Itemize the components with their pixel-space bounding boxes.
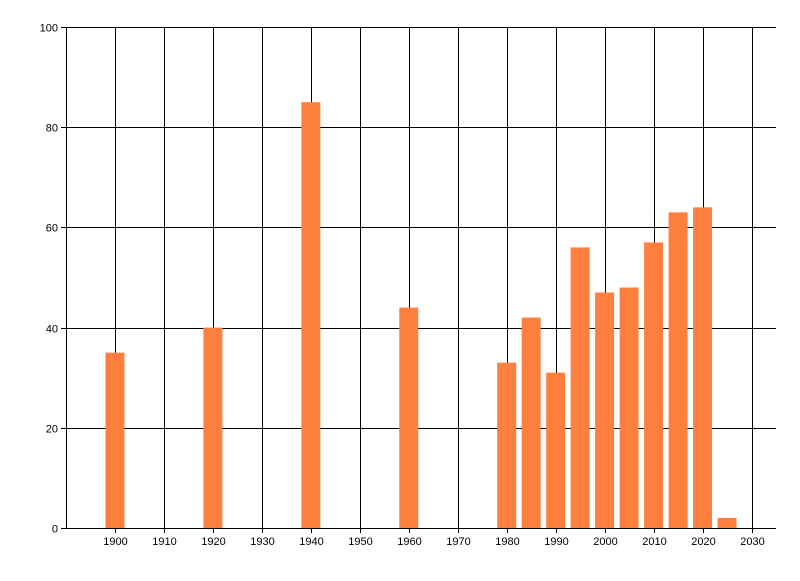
bar-2010 [644,242,664,528]
y-tick-label-60: 60 [46,223,58,235]
bar-1940 [301,102,321,529]
y-tick-label-100: 100 [40,23,58,35]
bar-2015 [668,212,688,528]
x-tick-label-2000: 2000 [593,536,617,548]
bar-1920 [203,327,223,528]
x-tick-label-1940: 1940 [299,536,323,548]
axes [61,27,776,533]
x-tick-label-1930: 1930 [250,536,274,548]
bar-1990 [546,372,566,528]
x-tick-label-1920: 1920 [201,536,225,548]
bar-1900 [105,352,125,528]
x-tick-label-1900: 1900 [103,536,127,548]
bar-1985 [521,317,541,528]
x-tick-labels: 1900 1910 1920 1930 1940 1950 1960 1970 1980 1990… [103,536,764,548]
bar-2005 [619,287,639,528]
y-tick-labels: 0 20 40 60 80 100 [40,23,58,536]
y-tick-label-40: 40 [46,324,58,336]
y-tick-label-0: 0 [52,524,58,536]
y-tick-label-20: 20 [46,424,58,436]
x-tick-label-1950: 1950 [348,536,372,548]
x-tick-label-1910: 1910 [152,536,176,548]
x-tick-label-1980: 1980 [495,536,519,548]
bar-2000 [595,292,615,528]
bar-1995 [570,247,590,528]
bar-2020 [693,207,713,529]
y-tick-label-80: 80 [46,123,58,135]
bar-2025 [717,517,737,528]
x-tick-label-1990: 1990 [544,536,568,548]
x-tick-label-1970: 1970 [446,536,470,548]
bars [105,102,737,529]
bar-1980 [497,362,517,528]
x-tick-label-2010: 2010 [642,536,666,548]
bar-1960 [399,307,419,528]
x-tick-label-2030: 2030 [740,536,764,548]
x-tick-label-1960: 1960 [397,536,421,548]
x-tick-label-2020: 2020 [691,536,715,548]
